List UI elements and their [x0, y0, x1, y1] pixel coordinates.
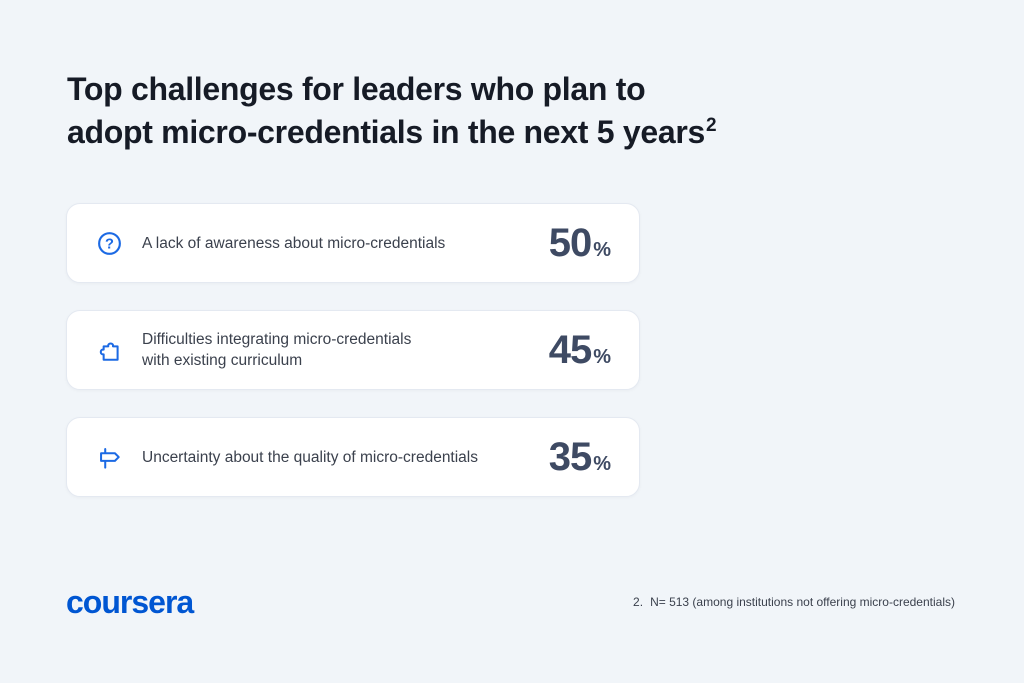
- puzzle-piece-icon: [96, 337, 123, 364]
- challenge-label-line: with existing curriculum: [142, 352, 303, 369]
- challenge-value-unit: %: [593, 452, 611, 475]
- challenge-card-list: ? A lack of awareness about micro-creden…: [66, 203, 640, 524]
- footnote: 2. N= 513 (among institutions not offeri…: [633, 595, 955, 610]
- title-footnote-ref: 2: [705, 115, 717, 136]
- challenge-label: Uncertainty about the quality of micro-c…: [142, 447, 478, 468]
- title-line-2: adopt micro-credentials in the next 5 ye…: [67, 111, 717, 159]
- footnote-marker: 2.: [633, 595, 644, 609]
- challenge-card-integration: Difficulties integrating micro-credentia…: [66, 310, 640, 390]
- svg-text:?: ?: [105, 236, 114, 252]
- challenge-card-quality: Uncertainty about the quality of micro-c…: [66, 417, 640, 497]
- title-line-1: Top challenges for leaders who plan to: [67, 71, 646, 107]
- challenge-value-number: 35: [548, 434, 592, 479]
- challenge-card-awareness: ? A lack of awareness about micro-creden…: [66, 203, 640, 283]
- page-title: Top challenges for leaders who plan to a…: [67, 68, 717, 159]
- challenge-label-line: A lack of awareness about micro-credenti…: [142, 234, 446, 252]
- challenge-value-unit: %: [593, 238, 611, 261]
- title-line-2-text: adopt micro-credentials in the next 5 ye…: [67, 114, 705, 150]
- signpost-icon: [96, 444, 123, 471]
- challenge-value: 35 %: [549, 435, 611, 480]
- coursera-logo: coursera: [66, 584, 194, 620]
- challenge-value-number: 45: [548, 327, 592, 372]
- challenge-label-line: Uncertainty about the quality of micro-c…: [142, 448, 478, 466]
- footnote-text: N= 513 (among institutions not offering …: [650, 595, 955, 609]
- challenge-value-number: 50: [548, 220, 592, 265]
- challenge-value: 45 %: [549, 328, 611, 373]
- question-circle-icon: ?: [96, 230, 123, 257]
- challenge-label: A lack of awareness about micro-credenti…: [142, 233, 445, 254]
- challenge-label: Difficulties integrating micro-credentia…: [142, 329, 411, 371]
- challenge-label-line: Difficulties integrating micro-credentia…: [142, 331, 412, 348]
- challenge-value-unit: %: [593, 345, 611, 368]
- challenge-value: 50 %: [549, 221, 611, 266]
